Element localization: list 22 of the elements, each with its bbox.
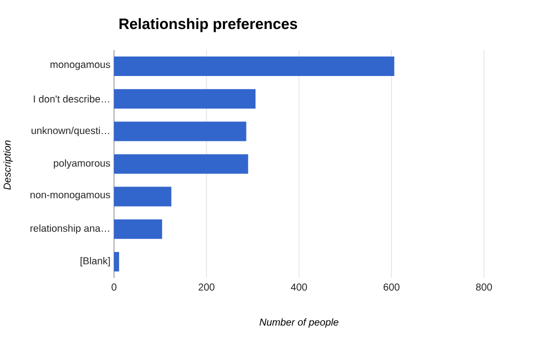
y-tick-label: non-monogamous — [30, 192, 110, 200]
bar — [114, 154, 248, 174]
x-tick-label: 400 — [290, 284, 307, 291]
y-tick-label: unknown/questi… — [32, 126, 110, 136]
y-axis-title: Description — [3, 140, 13, 190]
bar — [114, 219, 162, 239]
x-tick-label: 200 — [198, 284, 214, 291]
x-tick-label: 800 — [476, 284, 492, 291]
y-tick-label: monogamous — [50, 62, 110, 70]
bar — [114, 186, 172, 206]
x-axis-title: Number of people — [260, 318, 338, 328]
bar — [114, 56, 394, 76]
bar — [114, 122, 246, 142]
x-tick-label: 0 — [112, 284, 116, 291]
y-tick-label: polyamorous — [54, 159, 110, 169]
y-tick-label: [Blank] — [80, 257, 110, 266]
bar — [114, 89, 256, 109]
bar — [114, 252, 120, 272]
y-tick-label: I don't describe… — [34, 95, 110, 103]
y-tick-label: relationship ana… — [30, 224, 110, 234]
x-tick-label: 600 — [384, 284, 400, 291]
chart-title: Relationship preferences — [120, 18, 298, 32]
